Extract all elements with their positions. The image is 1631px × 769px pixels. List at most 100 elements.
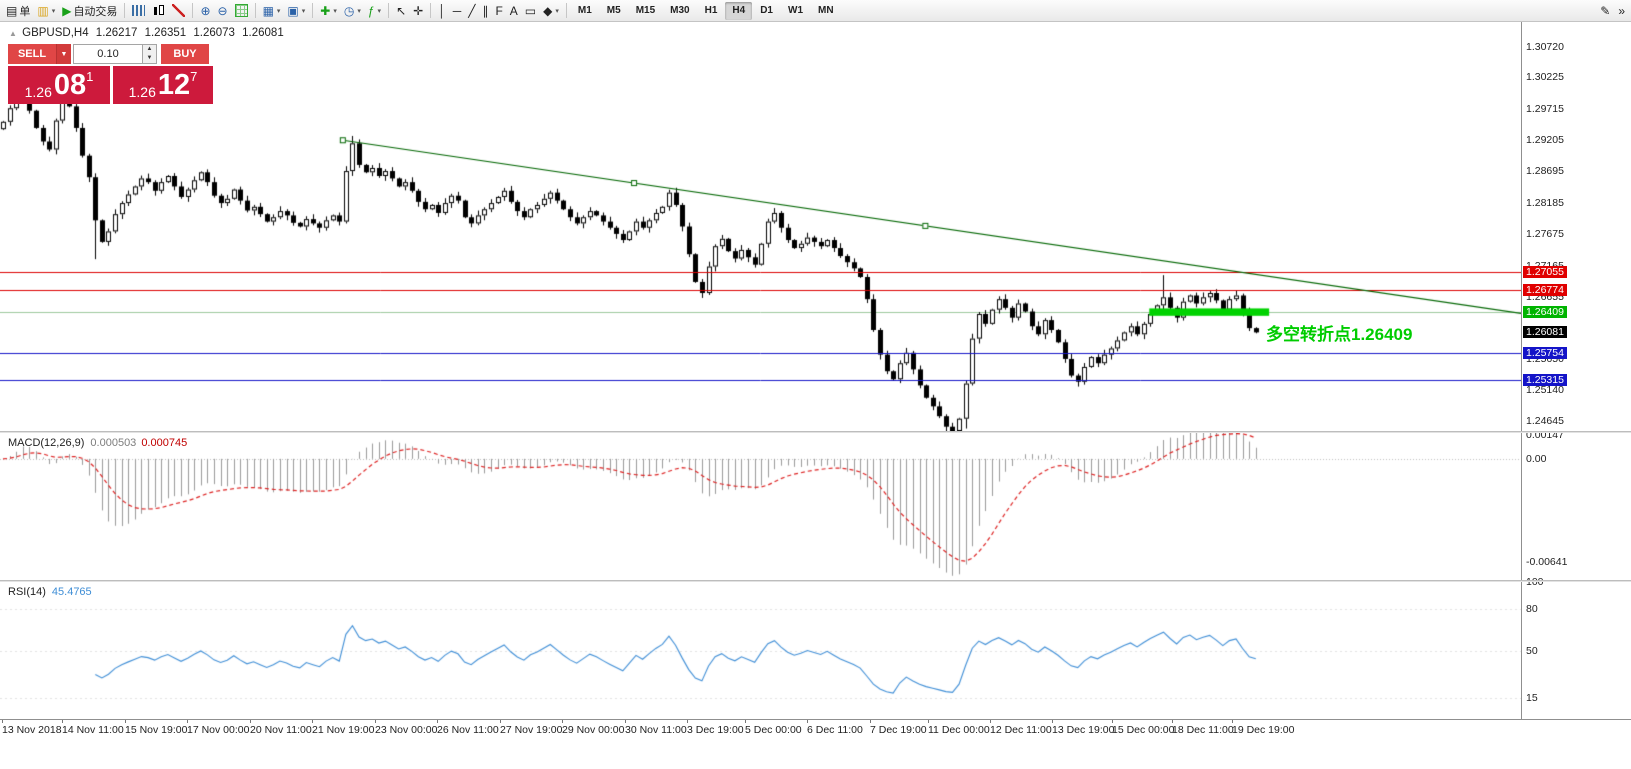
volume-down-icon[interactable]: ▼ (146, 55, 153, 61)
crosshair-button[interactable]: ✛ (410, 2, 426, 20)
candlestick-chart-button[interactable] (149, 2, 168, 20)
sell-button[interactable]: SELL (8, 44, 56, 64)
volume-stepper[interactable]: ▲ ▼ (143, 44, 157, 64)
sell-price-big: 08 (53, 69, 87, 101)
timeframe-m5[interactable]: M5 (600, 2, 628, 20)
timeframe-m15-label: M15 (635, 5, 656, 16)
time-axis-label: 30 Nov 11:00 (625, 724, 687, 736)
fibonacci-button[interactable]: F (492, 2, 505, 20)
period-button[interactable]: ◷ ▾ (341, 2, 364, 20)
indicators-icon: ƒ (367, 3, 375, 18)
time-axis-tick (125, 719, 126, 723)
vertical-line-icon: │ (438, 3, 446, 18)
volume-dropdown-icon[interactable]: ▼ (56, 44, 71, 64)
timeframe-m30[interactable]: M30 (663, 2, 696, 20)
time-axis-tick (1172, 719, 1173, 723)
price-tag: 1.26409 (1523, 306, 1567, 319)
timeframe-h4[interactable]: H4 (725, 1, 753, 20)
edit-toolbar-button[interactable]: ✎ (1597, 2, 1613, 20)
time-axis-label: 15 Dec 00:00 (1112, 724, 1175, 736)
price-tag: 1.26081 (1523, 326, 1567, 339)
macd-value-main: 0.000503 (90, 437, 137, 449)
timeframe-mn[interactable]: MN (811, 2, 841, 20)
price-axis-label: 1.28695 (1526, 165, 1564, 178)
horizontal-line-button[interactable]: ─ (450, 2, 465, 20)
dropdown-arrow-icon: ▾ (276, 7, 281, 15)
time-axis-tick (62, 719, 63, 723)
toolbar-separator (430, 3, 432, 18)
time-axis-label: 27 Nov 19:00 (500, 724, 563, 736)
time-axis-label: 18 Dec 11:00 (1172, 724, 1234, 736)
order-doc-icon: ▤ (6, 3, 18, 18)
clock-icon: ◷ (343, 3, 355, 18)
ohlc-close: 1.26081 (242, 27, 284, 39)
timeframe-h1[interactable]: H1 (698, 2, 725, 20)
volume-input[interactable]: 0.10 (73, 44, 143, 64)
dropdown-arrow-icon: ▾ (377, 7, 382, 15)
shapes-button[interactable]: ◆ ▾ (540, 2, 562, 20)
cursor-icon: ↖ (396, 3, 407, 18)
autotrading-button[interactable]: ▶ 自动交易 (59, 2, 120, 20)
channel-button[interactable]: ∥ (479, 2, 491, 20)
time-axis-tick (312, 719, 313, 723)
grid-icon (234, 4, 248, 17)
price-chart-canvas[interactable] (0, 22, 1521, 431)
time-axis-label: 11 Dec 00:00 (928, 724, 990, 736)
bar-chart-button[interactable] (129, 2, 148, 20)
tile-windows-button[interactable]: ▦ ▾ (260, 2, 284, 20)
line-chart-button[interactable] (169, 2, 188, 20)
timeframe-d1[interactable]: D1 (753, 2, 780, 20)
zoom-out-button[interactable]: ⊖ (215, 2, 231, 20)
chart-header: ▲ GBPUSD,H4 1.26217 1.26351 1.26073 1.26… (9, 27, 288, 39)
toolbar-overflow-button[interactable]: » (1615, 2, 1628, 20)
macd-canvas[interactable] (0, 433, 1521, 580)
ohlc-low: 1.26073 (193, 27, 235, 39)
ohlc-high: 1.26351 (144, 27, 187, 39)
indicators-button[interactable]: ƒ ▾ (365, 2, 384, 20)
buy-price-main: 1.26 (128, 84, 156, 100)
trendline-button[interactable]: ╱ (465, 2, 478, 20)
time-axis-label: 26 Nov 11:00 (437, 724, 499, 736)
time-axis-tick (745, 719, 746, 723)
time-axis-tick (250, 719, 251, 723)
price-axis-label: 1.25650 (1526, 352, 1564, 365)
buy-button[interactable]: BUY (161, 44, 209, 64)
time-axis-label: 20 Nov 11:00 (250, 724, 312, 736)
label-button[interactable]: ▭ (522, 2, 539, 20)
toolbar-left: ▤ 单 ▥ ▾ ▶ 自动交易 ⊕ ⊖ ▦ ▾ ▣ ▾ ✚ ▾ ◷ ▾ ƒ ▾ ↖ ✛ │ ─ ╱ ∥ F A ▭ ◆ ▾ M1 M5 M15 M… (3, 1, 1597, 20)
timeframe-w1[interactable]: W1 (781, 2, 810, 20)
time-axis-tick (375, 719, 376, 723)
timeframe-m15[interactable]: M15 (629, 2, 662, 20)
macd-axis-label: 0.00147 (1526, 429, 1564, 442)
vertical-line-button[interactable]: │ (435, 2, 449, 20)
autotrading-play-icon: ▶ (62, 3, 72, 18)
dropdown-arrow-icon: ▾ (555, 7, 559, 15)
grid-button[interactable] (232, 2, 251, 20)
cascade-windows-button[interactable]: ▣ ▾ (284, 2, 308, 20)
time-axis-label: 14 Nov 11:00 (62, 724, 124, 736)
price-axis-label: 1.27675 (1526, 228, 1564, 241)
new-chart-button[interactable]: ✚ ▾ (317, 2, 340, 20)
time-axis-label: 17 Nov 00:00 (187, 724, 250, 736)
pivot-annotation-text: 多空转折点1.26409 (1266, 325, 1413, 344)
new-order-button[interactable]: ▤ 单 (3, 2, 33, 20)
macd-axis-label: 0.00 (1526, 452, 1547, 465)
pane-separator-rsi[interactable] (0, 580, 1631, 582)
symbol-marker-icon: ▲ (9, 29, 17, 38)
buy-price-tile[interactable]: 1.26 12 7 (113, 66, 213, 104)
time-axis-tick (928, 719, 929, 723)
time-axis-label: 15 Nov 19:00 (125, 724, 188, 736)
time-axis-tick (1232, 719, 1233, 723)
toolbar-separator (312, 3, 314, 18)
cursor-button[interactable]: ↖ (393, 2, 409, 20)
charts-profile-button[interactable]: ▥ ▾ (34, 2, 58, 20)
pane-separator-macd[interactable] (0, 431, 1631, 433)
volume-up-icon[interactable]: ▲ (146, 46, 153, 52)
zoom-in-button[interactable]: ⊕ (197, 2, 213, 20)
rsi-canvas[interactable] (0, 582, 1521, 719)
time-axis-label: 7 Dec 19:00 (870, 724, 927, 736)
timeframe-m1[interactable]: M1 (571, 2, 599, 20)
sell-price-tile[interactable]: 1.26 08 1 (8, 66, 110, 104)
text-button[interactable]: A (507, 2, 521, 20)
price-axis-separator (1521, 22, 1522, 720)
